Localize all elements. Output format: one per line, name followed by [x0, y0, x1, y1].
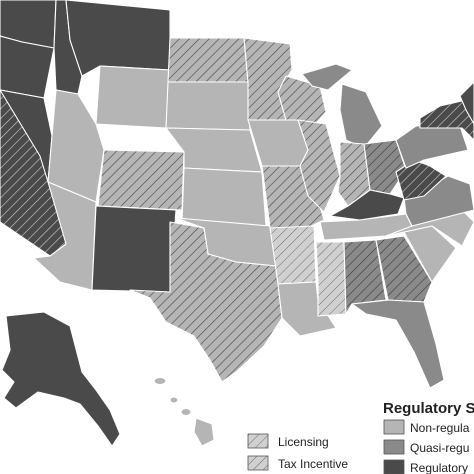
legend-label-quasi-regulated: Quasi-regu — [410, 441, 469, 455]
state-pennsylvania — [395, 125, 469, 169]
state-texas — [129, 221, 283, 383]
legend-swatch-non-regulated — [383, 419, 405, 435]
state-georgia — [375, 235, 433, 303]
legend-label-non-regulated: Non-regula — [410, 421, 470, 435]
state-new-mexico — [91, 205, 177, 293]
state-colorado — [97, 149, 185, 211]
state-michigan — [339, 83, 383, 149]
state-mississippi — [315, 241, 347, 317]
state-michigan-upper — [301, 63, 353, 91]
state-new-york — [419, 99, 474, 141]
state-hawaii-big-island — [193, 417, 215, 447]
legend-label-tax-incentive: Tax Incentive — [278, 457, 348, 471]
state-ohio — [363, 139, 407, 195]
state-oregon — [0, 35, 55, 99]
state-utah — [47, 89, 105, 203]
state-arkansas — [269, 225, 317, 285]
state-hawaii-maui — [180, 407, 192, 417]
legend-label-licensing: Licensing — [278, 435, 329, 449]
state-north-dakota — [167, 37, 249, 83]
legend-label-regulatory: Regulatory — [410, 461, 468, 474]
legend-swatch-tax-incentive — [247, 455, 269, 471]
state-wyoming — [95, 65, 171, 129]
state-montana — [65, 0, 171, 77]
state-louisiana — [277, 281, 337, 337]
state-south-dakota — [165, 81, 251, 131]
state-hawaii-kauai — [153, 376, 167, 386]
state-hawaii-oahu — [169, 396, 179, 404]
legend-swatch-regulatory — [383, 459, 405, 474]
state-new-england — [459, 81, 474, 125]
state-illinois — [297, 119, 341, 213]
state-kansas — [181, 167, 267, 227]
legend-swatch-quasi-regulated — [383, 439, 405, 455]
legend-swatch-licensing — [247, 433, 269, 449]
state-florida — [351, 299, 445, 389]
legend-title: Regulatory S — [383, 400, 474, 417]
state-alaska — [1, 311, 121, 447]
